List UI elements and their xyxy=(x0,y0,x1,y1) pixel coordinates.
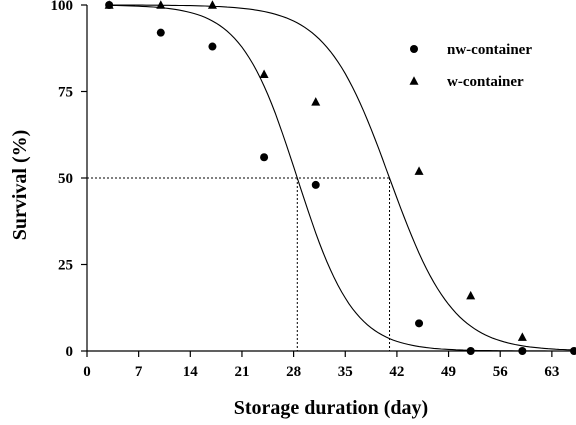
x-tick-label: 7 xyxy=(135,364,143,380)
x-tick-label: 14 xyxy=(183,364,199,380)
y-tick-label: 75 xyxy=(58,85,73,101)
data-point-nw-container xyxy=(260,153,268,161)
legend-label-nw-container: nw-container xyxy=(447,42,532,58)
x-tick-label: 42 xyxy=(389,364,404,380)
x-tick-label: 49 xyxy=(441,364,456,380)
data-point-nw-container xyxy=(415,319,423,327)
legend: nw-container w-container xyxy=(410,42,533,90)
x-axis-title: Storage duration (day) xyxy=(234,397,428,419)
y-tick-label: 25 xyxy=(58,258,73,274)
data-point-nw-container xyxy=(157,29,165,37)
y-tick-label: 50 xyxy=(58,171,73,187)
data-point-w-container xyxy=(466,291,475,300)
x-tick-label: 0 xyxy=(83,364,91,380)
legend-marker-w-container xyxy=(410,76,419,85)
data-point-nw-container xyxy=(208,43,216,51)
y-tick-label: 100 xyxy=(51,0,74,14)
data-point-w-container xyxy=(415,166,424,175)
y-tick-label: 0 xyxy=(66,344,74,360)
x-tick-label: 21 xyxy=(234,364,249,380)
legend-marker-nw-container xyxy=(410,45,418,53)
x-tick-label: 63 xyxy=(544,364,559,380)
data-point-nw-container xyxy=(312,181,320,189)
data-point-w-container xyxy=(311,97,320,106)
data-point-w-container xyxy=(518,332,527,341)
x-tick-label: 28 xyxy=(286,364,301,380)
x-tick-label: 35 xyxy=(338,364,353,380)
x-tick-label: 56 xyxy=(493,364,509,380)
data-point-w-container xyxy=(260,69,269,78)
data-point-w-container xyxy=(208,0,217,9)
legend-label-w-container: w-container xyxy=(447,74,524,90)
data-point-w-container xyxy=(156,0,165,9)
y-axis-title: Survival (%) xyxy=(9,130,31,241)
